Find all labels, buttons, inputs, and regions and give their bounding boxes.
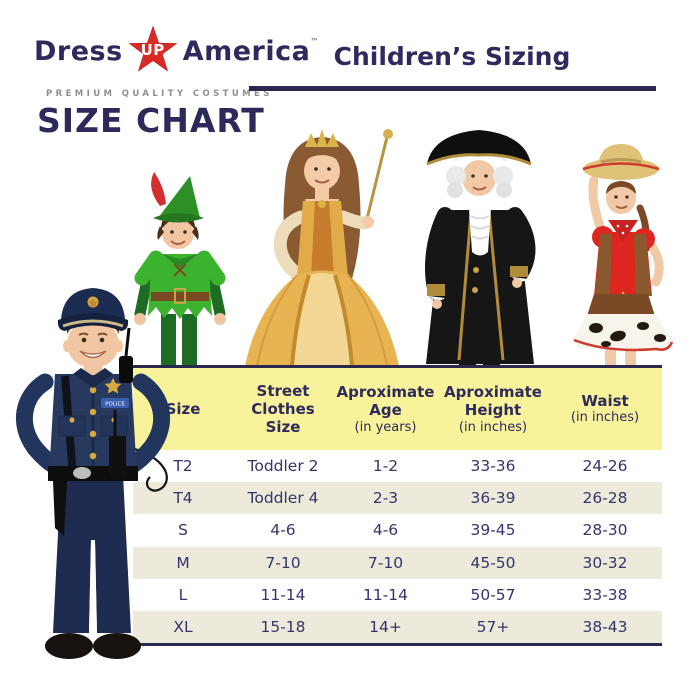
table-cell: 14+ — [369, 618, 402, 637]
table-cell: 28-30 — [582, 521, 628, 540]
table-cell: 30-32 — [582, 553, 628, 572]
size-row-t4: T4 Toddler 4 2-3 36-39 26-28 — [133, 482, 662, 515]
table-cell: 11-14 — [362, 585, 409, 604]
logo-text-up: UP — [140, 41, 165, 59]
princess-photo — [245, 129, 399, 367]
logo-text-america: America — [182, 35, 311, 67]
table-cell: T4 — [173, 489, 193, 508]
colonial-boy-photo — [425, 130, 536, 366]
table-cell: L — [178, 585, 188, 604]
table-cell: 7-10 — [265, 553, 301, 572]
cowgirl-photo — [573, 144, 674, 368]
peter-pan-photo — [134, 172, 226, 368]
logo-text-dress: Dress — [34, 35, 123, 67]
table-cell: 7-10 — [367, 553, 404, 572]
svg-text:POLICE: POLICE — [105, 402, 125, 408]
size-row-t2: T2 Toddler 2 1-2 33-36 24-26 — [133, 450, 662, 482]
col-header-approximate-age: Aproximate Age (in years) — [336, 382, 435, 435]
table-cell: Toddler 2 — [247, 457, 319, 476]
table-cell: 38-43 — [582, 618, 628, 637]
col-header-street-clothes-size: Street Clothes Size — [251, 381, 315, 437]
table-cell: T2 — [173, 457, 193, 476]
size-table-body: T2 Toddler 2 1-2 33-36 24-26 T4 Toddler … — [133, 450, 662, 644]
costume-photo-strip — [134, 129, 674, 368]
table-cell: 33-38 — [582, 585, 628, 604]
table-cell: Toddler 4 — [247, 489, 319, 508]
table-cell: 15-18 — [260, 618, 306, 637]
trademark-symbol: ™ — [310, 36, 319, 46]
police-officer-photo: POLICE — [15, 288, 171, 659]
dress-up-america-logo: Dress UP America ™ — [34, 22, 318, 80]
size-row-xl: XL 15-18 14+ 57+ 38-43 — [133, 610, 662, 644]
size-row-m: M 7-10 7-10 45-50 30-32 — [133, 546, 662, 579]
brand-tagline: PREMIUM QUALITY COSTUMES — [46, 89, 273, 99]
table-cell: 26-28 — [582, 489, 628, 508]
col-header-approximate-height: Aproximate Height (in inches) — [444, 382, 542, 435]
table-cell: 36-39 — [470, 489, 516, 508]
size-table-header-row: Size Street Clothes Size Aproximate Age(… — [133, 368, 662, 450]
children-sizing-title: Children’s Sizing — [333, 42, 571, 71]
table-cell: 33-36 — [470, 457, 516, 476]
table-cell: 50-57 — [470, 585, 516, 604]
heading-divider — [249, 86, 656, 91]
logo-star-icon: UP — [123, 22, 182, 80]
table-cell: 2-3 — [372, 489, 399, 508]
table-cell: 24-26 — [582, 457, 628, 476]
size-table: Size Street Clothes Size Aproximate Age(… — [133, 365, 662, 647]
table-cell: XL — [173, 618, 193, 637]
table-cell: 4-6 — [270, 521, 296, 540]
table-cell: M — [176, 553, 190, 572]
col-header-size: Size — [165, 399, 201, 418]
table-cell: 39-45 — [470, 521, 516, 540]
table-cell: S — [178, 521, 188, 540]
table-cell: 45-50 — [470, 553, 516, 572]
size-row-l: L 11-14 11-14 50-57 33-38 — [133, 579, 662, 611]
size-chart-title: SIZE CHART — [37, 101, 265, 140]
table-cell: 4-6 — [372, 521, 399, 540]
col-header-waist: Waist (in inches) — [570, 392, 640, 426]
size-row-s: S 4-6 4-6 39-45 28-30 — [133, 514, 662, 546]
table-cell: 11-14 — [260, 585, 306, 604]
table-cell: 1-2 — [372, 457, 399, 476]
table-cell: 57+ — [476, 618, 510, 637]
